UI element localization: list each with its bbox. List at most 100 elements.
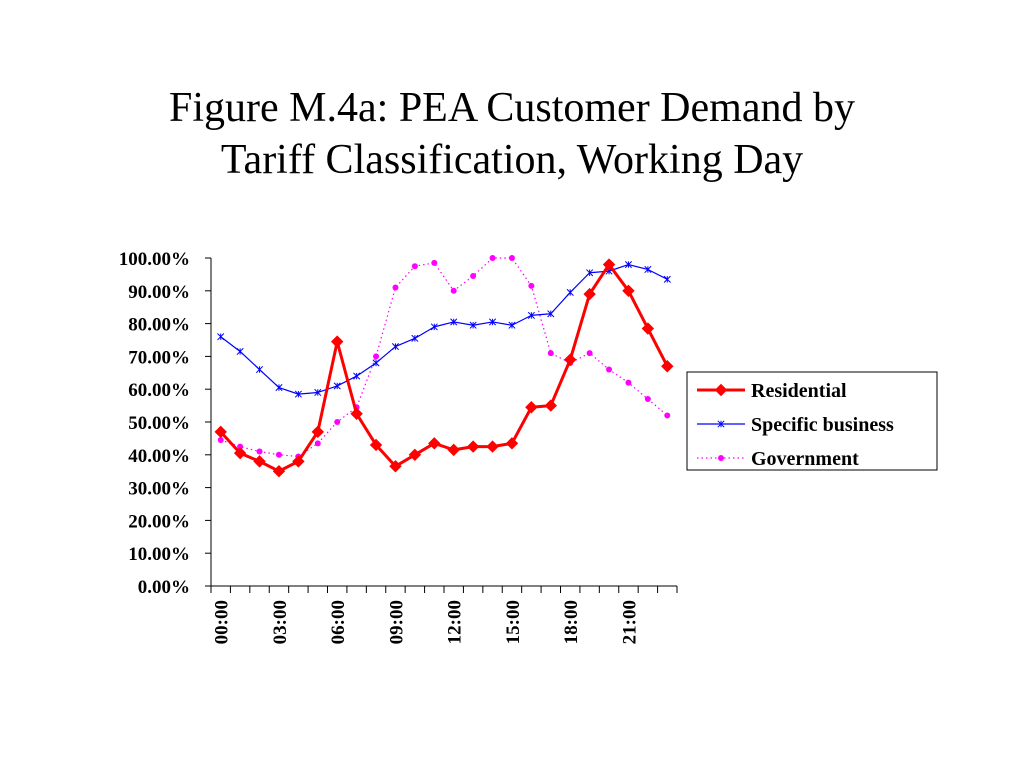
data-point [544,399,557,412]
data-point [275,384,283,392]
legend-marker [718,455,724,461]
data-point [272,464,286,478]
legend-item: Residential [697,380,847,402]
data-point [217,333,225,341]
data-point [331,335,344,348]
data-point [430,323,438,331]
data-point [450,318,458,326]
chart-legend: Residential Specific business Government [686,371,938,471]
data-point [525,401,538,414]
data-point [294,390,302,398]
data-point [311,425,324,439]
data-point [606,366,613,373]
data-point [547,350,554,357]
data-point [508,321,516,329]
data-point [314,388,322,397]
data-point [255,365,264,374]
y-tick-label: 70.00% [128,347,190,368]
data-point [450,287,457,294]
chart-axes: 100.00% 90.00% 80.00% 70.00% 60.00% 50.00% 40.… [119,249,678,644]
data-point [486,440,499,453]
x-tick-label: 00:00 [212,600,233,644]
data-point [389,460,402,473]
series-line [219,263,669,473]
data-point [664,412,671,419]
legend-item: Government [697,448,859,470]
data-point [333,382,341,390]
data-point [369,438,383,452]
data-point [217,437,224,444]
series-line [220,263,668,395]
data-point [489,255,496,261]
legend-marker [717,420,725,428]
data-point [237,443,244,450]
data-point [566,288,574,296]
series-line [220,257,668,458]
y-tick-label: 60.00% [128,380,190,401]
series-government [217,255,671,460]
series-specific-business [217,261,671,398]
data-point [373,353,380,360]
data-point [447,443,460,457]
data-point [253,455,266,468]
y-tick-label: 10.00% [128,544,190,565]
data-point [275,451,282,458]
data-point [527,311,535,319]
data-point [350,407,363,421]
data-point [641,322,655,335]
x-tick-label: 15:00 [503,600,524,644]
legend-item: Specific business [697,414,894,436]
data-point [624,261,633,269]
y-tick-label: 20.00% [128,511,190,532]
y-tick-label: 90.00% [128,282,190,303]
y-tick-label: 0.00% [138,577,190,598]
chart-title: Figure M.4a: PEA Customer Demand by Tari… [0,82,1024,186]
data-point [602,258,616,271]
legend-marker [714,383,728,397]
data-point [625,379,632,386]
data-point [528,282,535,289]
data-point [353,372,361,380]
data-point [411,334,419,342]
data-point [372,359,380,367]
data-point [661,360,674,373]
data-point [622,284,635,298]
legend-label: Government [751,448,859,470]
data-point [586,350,593,357]
legend-label: Residential [751,380,847,402]
y-tick-label: 100.00% [119,249,190,270]
x-tick-label: 09:00 [386,600,407,644]
data-point [392,284,399,291]
data-point [644,396,651,403]
title-line-2: Tariff Classification, Working Day [220,137,804,183]
data-point [236,347,244,356]
data-point [644,265,652,274]
y-tick-label: 50.00% [128,413,190,434]
legend-box [686,371,938,471]
y-tick-label: 30.00% [128,479,190,500]
data-point [292,455,305,468]
data-point [214,425,227,439]
data-point [505,437,519,450]
chart-series-layer [214,255,674,478]
data-point [470,273,477,280]
legend-label: Specific business [751,414,894,436]
x-tick-label: 18:00 [561,600,582,644]
data-point [431,259,438,266]
data-point [334,419,341,425]
data-point [408,448,422,462]
data-point [256,448,263,455]
data-point [428,437,441,450]
data-point [564,353,577,366]
series-residential [214,258,674,478]
data-point [488,318,497,326]
x-tick-label: 03:00 [270,600,291,644]
data-point [466,440,480,453]
data-point [586,269,594,277]
y-tick-label: 80.00% [128,315,190,336]
x-tick-label: 12:00 [445,600,466,644]
data-point [469,321,477,329]
y-tick-label: 40.00% [128,446,190,467]
